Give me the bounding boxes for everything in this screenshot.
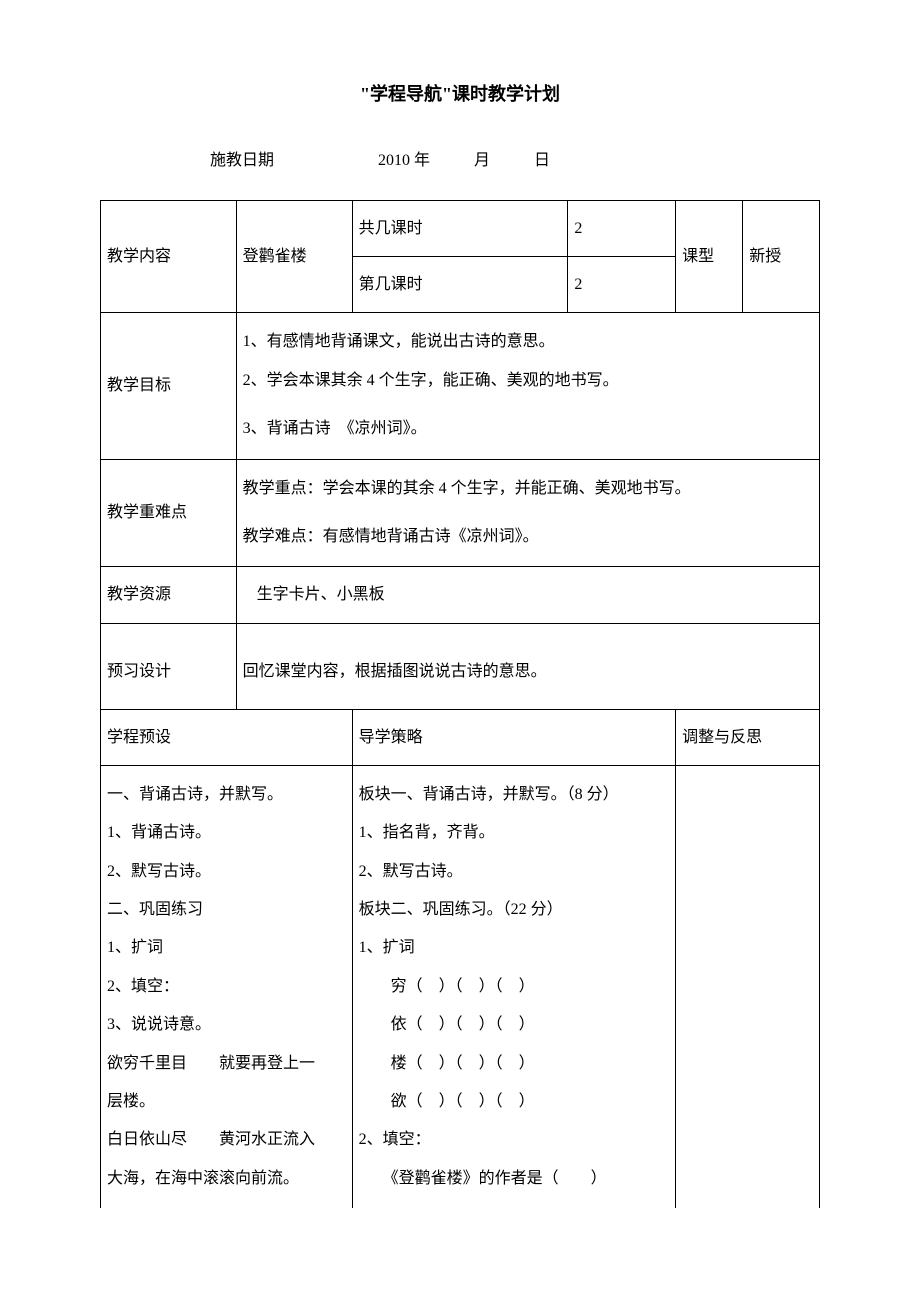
- date-label: 施教日期: [210, 146, 274, 170]
- content-line: 一、背诵古诗，并默写。: [107, 776, 346, 814]
- content-line: 穷（ ）（ ）（ ）: [359, 968, 670, 1006]
- reflection-content: [676, 765, 820, 1208]
- content-line: 3、说说诗意。: [107, 1006, 346, 1044]
- difficulty-line: 教学难点：有感情地背诵古诗《凉州词》。: [243, 518, 813, 556]
- strategy-content: 板块一、背诵古诗，并默写。（8 分） 1、指名背，齐背。 2、默写古诗。 板块二…: [352, 765, 676, 1208]
- goal-line: 2、学会本课其余 4 个生字，能正确、美观的地书写。: [243, 362, 813, 400]
- content-line: 2、默写古诗。: [359, 853, 670, 891]
- content-line: 2、填空：: [107, 968, 346, 1006]
- total-lessons-label: 共几课时: [352, 201, 568, 257]
- date-day: 日: [534, 146, 550, 170]
- content-value: 登鹳雀楼: [236, 201, 352, 313]
- goals-content: 1、有感情地背诵课文，能说出古诗的意思。 2、学会本课其余 4 个生字，能正确、…: [236, 313, 819, 459]
- preview-value: 回忆课堂内容，根据插图说说古诗的意思。: [236, 623, 819, 709]
- goal-line: 1、有感情地背诵课文，能说出古诗的意思。: [243, 323, 813, 361]
- content-line: 1、扩词: [359, 929, 670, 967]
- table-row: 教学内容 登鹳雀楼 共几课时 2 课型 新授: [101, 201, 820, 257]
- content-line: 依（ ）（ ）（ ）: [359, 1006, 670, 1044]
- content-line: 白日依山尽 黄河水正流入: [107, 1121, 346, 1159]
- table-row: 一、背诵古诗，并默写。 1、背诵古诗。 2、默写古诗。 二、巩固练习 1、扩词 …: [101, 765, 820, 1208]
- content-line: 2、默写古诗。: [107, 853, 346, 891]
- lesson-plan-table: 教学内容 登鹳雀楼 共几课时 2 课型 新授 第几课时 2 教学目标 1、有感情…: [100, 200, 820, 1208]
- content-line: 大海，在海中滚滚向前流。: [107, 1160, 346, 1198]
- content-line: 2、填空：: [359, 1121, 670, 1159]
- content-line: 层楼。: [107, 1083, 346, 1121]
- process-header: 学程预设: [101, 709, 353, 765]
- goals-label: 教学目标: [101, 313, 237, 459]
- content-line: 1、扩词: [107, 929, 346, 967]
- process-content: 一、背诵古诗，并默写。 1、背诵古诗。 2、默写古诗。 二、巩固练习 1、扩词 …: [101, 765, 353, 1208]
- content-line: 欲（ ）（ ）（ ）: [359, 1083, 670, 1121]
- date-month: 月: [474, 146, 490, 170]
- total-lessons-value: 2: [568, 201, 676, 257]
- content-line: 欲穷千里目 就要再登上一: [107, 1045, 346, 1083]
- strategy-header: 导学策略: [352, 709, 676, 765]
- content-line: 板块一、背诵古诗，并默写。（8 分）: [359, 776, 670, 814]
- reflection-header: 调整与反思: [676, 709, 820, 765]
- difficulty-content: 教学重点：学会本课的其余 4 个生字，并能正确、美观地书写。 教学难点：有感情地…: [236, 459, 819, 567]
- table-row: 教学资源 生字卡片、小黑板: [101, 567, 820, 623]
- content-line: 二、巩固练习: [107, 891, 346, 929]
- content-line: 1、背诵古诗。: [107, 814, 346, 852]
- current-lesson-label: 第几课时: [352, 257, 568, 313]
- content-line: 1、指名背，齐背。: [359, 814, 670, 852]
- resources-value: 生字卡片、小黑板: [236, 567, 819, 623]
- content-line: 楼（ ）（ ）（ ）: [359, 1045, 670, 1083]
- content-line: 板块二、巩固练习。（22 分）: [359, 891, 670, 929]
- content-line: 《登鹳雀楼》的作者是（ ）: [359, 1160, 670, 1198]
- difficulty-label: 教学重难点: [101, 459, 237, 567]
- table-row: 教学重难点 教学重点：学会本课的其余 4 个生字，并能正确、美观地书写。 教学难…: [101, 459, 820, 567]
- type-value: 新授: [743, 201, 820, 313]
- page-title: "学程导航"课时教学计划: [100, 80, 820, 106]
- preview-label: 预习设计: [101, 623, 237, 709]
- resources-label: 教学资源: [101, 567, 237, 623]
- type-label: 课型: [676, 201, 743, 313]
- table-row: 学程预设 导学策略 调整与反思: [101, 709, 820, 765]
- table-row: 教学目标 1、有感情地背诵课文，能说出古诗的意思。 2、学会本课其余 4 个生字…: [101, 313, 820, 459]
- goal-line: 3、背诵古诗 《凉州词》。: [243, 410, 813, 448]
- table-row: 预习设计 回忆课堂内容，根据插图说说古诗的意思。: [101, 623, 820, 709]
- date-year: 2010 年: [378, 146, 430, 170]
- difficulty-line: 教学重点：学会本课的其余 4 个生字，并能正确、美观地书写。: [243, 470, 813, 508]
- date-line: 施教日期 2010 年 月 日: [210, 146, 820, 170]
- current-lesson-value: 2: [568, 257, 676, 313]
- content-label: 教学内容: [101, 201, 237, 313]
